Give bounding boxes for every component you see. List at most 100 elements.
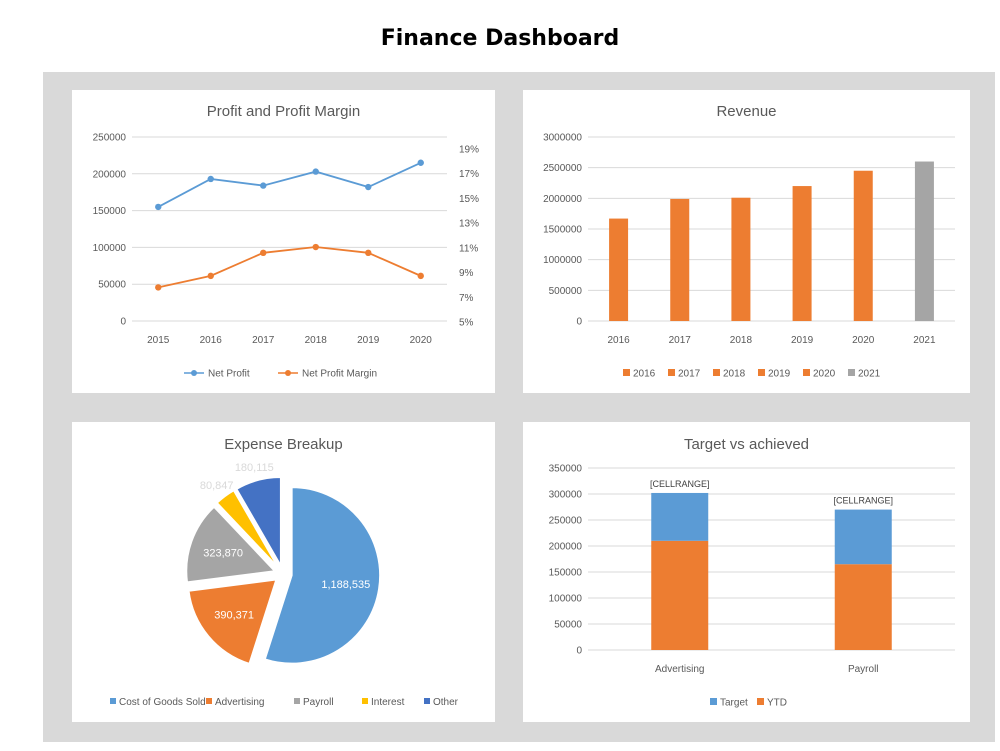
stacked-bar-segment — [834, 564, 892, 650]
legend-label: Payroll — [303, 697, 334, 708]
y-tick-label: 3000000 — [543, 133, 582, 144]
legend-marker — [110, 698, 116, 704]
series-line — [158, 246, 422, 289]
x-tick-label: 2020 — [852, 335, 875, 346]
y2-tick-label: 17% — [459, 169, 479, 180]
bar — [792, 186, 812, 321]
x-tick-label: 2016 — [607, 335, 630, 346]
legend-marker — [362, 698, 368, 704]
x-tick-label: 2017 — [669, 335, 692, 346]
y-tick-label: 500000 — [549, 286, 583, 297]
y-tick-label: 150000 — [549, 568, 583, 579]
slice-label: 80,847 — [200, 480, 234, 492]
bar — [853, 170, 873, 321]
y-tick-label: 100000 — [93, 243, 127, 254]
data-point — [365, 183, 372, 191]
y-tick-label: 350000 — [549, 464, 583, 475]
y-tick-label: 50000 — [98, 280, 126, 291]
data-point — [312, 243, 319, 251]
legend-label: Interest — [371, 697, 405, 708]
legend-marker — [424, 698, 430, 704]
bar — [609, 218, 629, 321]
data-point — [207, 175, 214, 183]
data-point — [155, 284, 162, 291]
page-title: Finance Dashboard — [380, 26, 620, 51]
y-tick-label: 0 — [120, 317, 126, 328]
pie-slice — [235, 476, 282, 569]
data-point — [417, 159, 424, 166]
y-tick-label: 0 — [576, 646, 582, 657]
chart-title: Revenue — [716, 103, 776, 120]
legend-marker — [757, 698, 764, 705]
y-tick-label: 2000000 — [543, 194, 582, 205]
pie-slice — [264, 486, 381, 665]
y-tick-label: 50000 — [554, 620, 582, 631]
target-vs-achieved-chart: Target vs achieved 350000 300000 250000 2000… — [549, 436, 955, 709]
data-point — [417, 272, 424, 280]
revenue-chart-panel: Revenue 3000000 2500000 2000000 1500000 10000… — [523, 90, 970, 393]
revenue-chart: Revenue 3000000 2500000 2000000 1500000 10000… — [543, 103, 955, 380]
x-tick-label: 2021 — [913, 335, 936, 346]
y2-tick-label: 5% — [459, 318, 474, 329]
x-tick-label: 2019 — [791, 335, 814, 346]
legend-marker — [758, 369, 765, 376]
pie-slice — [216, 489, 279, 568]
expense-pie-chart: Expense Breakup 1,188,535 390,371 323,870 80… — [110, 436, 459, 708]
slice-label: 1,188,535 — [321, 579, 370, 591]
data-point — [260, 182, 267, 189]
y-tick-label: 250000 — [549, 516, 583, 527]
data-point — [207, 272, 214, 280]
x-tick-label: 2018 — [730, 335, 753, 346]
profit-chart: Profit and Profit Margin 250000 200000 1500… — [93, 103, 479, 380]
slice-label: 323,870 — [203, 548, 243, 560]
x-tick-label: 2015 — [147, 335, 170, 346]
legend-label: Other — [433, 697, 459, 708]
y-tick-label: 200000 — [93, 169, 127, 180]
y-tick-label: 100000 — [549, 594, 583, 605]
legend-label: Advertising — [215, 697, 264, 708]
legend-marker — [206, 698, 212, 704]
legend-marker — [848, 369, 855, 376]
x-tick-label: 2018 — [305, 335, 328, 346]
legend-label: YTD — [767, 698, 787, 709]
legend-label: Net Profit — [208, 369, 250, 380]
x-tick-label: 2020 — [410, 335, 433, 346]
data-label: [CELLRANGE] — [650, 479, 710, 489]
slice-label: 390,371 — [214, 610, 254, 622]
chart-title: Target vs achieved — [684, 436, 809, 453]
y-tick-label: 2500000 — [543, 163, 582, 174]
y-tick-label: 200000 — [549, 542, 583, 553]
legend-marker — [710, 698, 717, 705]
legend-marker — [285, 370, 291, 376]
legend-label: Target — [720, 698, 748, 709]
legend-label: 2017 — [678, 369, 701, 380]
bar — [670, 198, 690, 321]
stacked-bar-segment — [651, 492, 709, 541]
y-tick-label: 1500000 — [543, 225, 582, 236]
legend-marker — [294, 698, 300, 704]
chart-title: Profit and Profit Margin — [207, 103, 360, 120]
y2-tick-label: 13% — [459, 219, 479, 230]
data-point — [312, 168, 319, 175]
legend-marker — [713, 369, 720, 376]
legend-label: 2021 — [858, 369, 881, 380]
x-tick-label: Advertising — [655, 664, 704, 675]
y-tick-label: 1000000 — [543, 255, 582, 266]
legend-label: 2020 — [813, 369, 836, 380]
y-tick-label: 300000 — [549, 490, 583, 501]
legend-marker — [191, 370, 197, 376]
y2-tick-label: 19% — [459, 145, 479, 156]
legend-marker — [668, 369, 675, 376]
chart-title: Expense Breakup — [224, 436, 342, 453]
data-point — [260, 249, 267, 256]
slice-label: 180,115 — [235, 462, 274, 474]
y-tick-label: 150000 — [93, 206, 127, 217]
data-point — [365, 249, 372, 256]
legend-label: Cost of Goods Sold — [119, 697, 206, 708]
y2-tick-label: 7% — [459, 293, 474, 304]
y-tick-label: 0 — [576, 317, 582, 328]
legend-label: 2016 — [633, 369, 656, 380]
y2-tick-label: 9% — [459, 268, 474, 279]
data-label: [CELLRANGE] — [833, 496, 893, 506]
stacked-bar-segment — [651, 540, 709, 650]
